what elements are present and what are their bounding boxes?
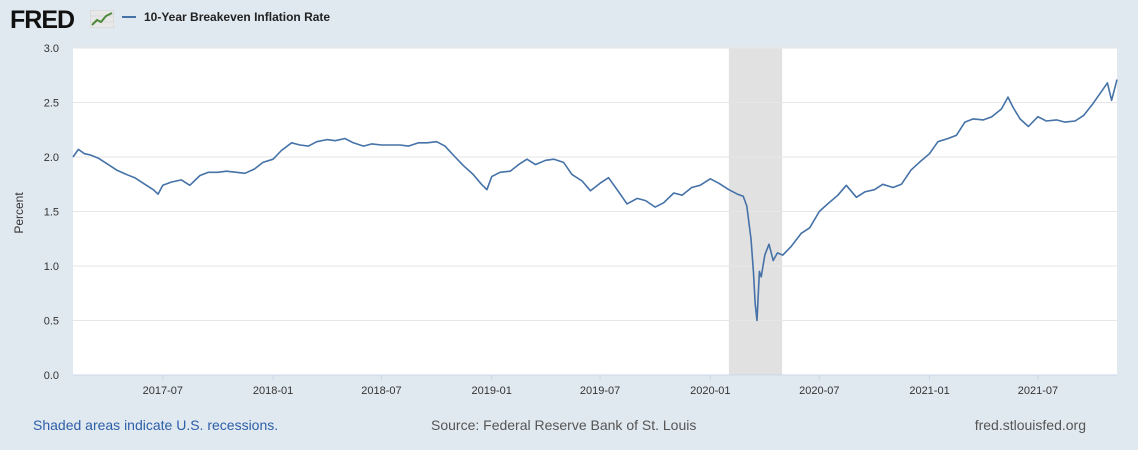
x-tick-label: 2020-01 [690, 385, 730, 397]
source-note: Source: Federal Reserve Bank of St. Loui… [431, 417, 697, 433]
fred-line-graph-icon [90, 10, 114, 28]
y-tick-label: 1.0 [44, 261, 59, 273]
y-tick-label: 2.5 [44, 98, 59, 110]
y-axis-ticks: 0.0 0.5 1.0 1.5 2.0 2.5 3.0 [44, 43, 59, 382]
legend-series-swatch [122, 16, 136, 18]
y-tick-label: 2.0 [44, 152, 59, 164]
x-tick-label: 2019-07 [580, 385, 620, 397]
y-tick-label: 0.0 [44, 370, 59, 382]
y-tick-label: 0.5 [44, 316, 59, 328]
gridlines [73, 47, 1117, 321]
fred-logo[interactable]: FRED [10, 6, 75, 34]
legend: 10-Year Breakeven Inflation Rate [122, 10, 330, 24]
x-tick-label: 2021-07 [1018, 385, 1058, 397]
line-chart: 0.0 0.5 1.0 1.5 2.0 2.5 3.0 2017-07 2018-01 2018… [12, 43, 1118, 397]
y-tick-label: 1.5 [44, 207, 59, 219]
legend-series-label: 10-Year Breakeven Inflation Rate [144, 10, 331, 24]
recession-note[interactable]: Shaded areas indicate U.S. recessions. [33, 417, 279, 433]
series-line [72, 79, 1118, 322]
x-tick-label: 2020-07 [799, 385, 839, 397]
x-axis-ticks: 2017-07 2018-01 2018-07 2019-01 2019-07 2020-… [73, 374, 1117, 397]
y-tick-label: 3.0 [44, 43, 59, 55]
x-tick-label: 2019-01 [471, 385, 511, 397]
x-tick-label: 2018-01 [253, 385, 293, 397]
x-tick-label: 2021-01 [909, 385, 949, 397]
site-link[interactable]: fred.stlouisfed.org [974, 417, 1086, 433]
header: FRED 10-Year Breakeven Inflation Rate [0, 0, 1138, 40]
x-tick-label: 2017-07 [143, 385, 183, 397]
x-tick-label: 2018-07 [361, 385, 401, 397]
y-axis-label: Percent [12, 192, 26, 234]
